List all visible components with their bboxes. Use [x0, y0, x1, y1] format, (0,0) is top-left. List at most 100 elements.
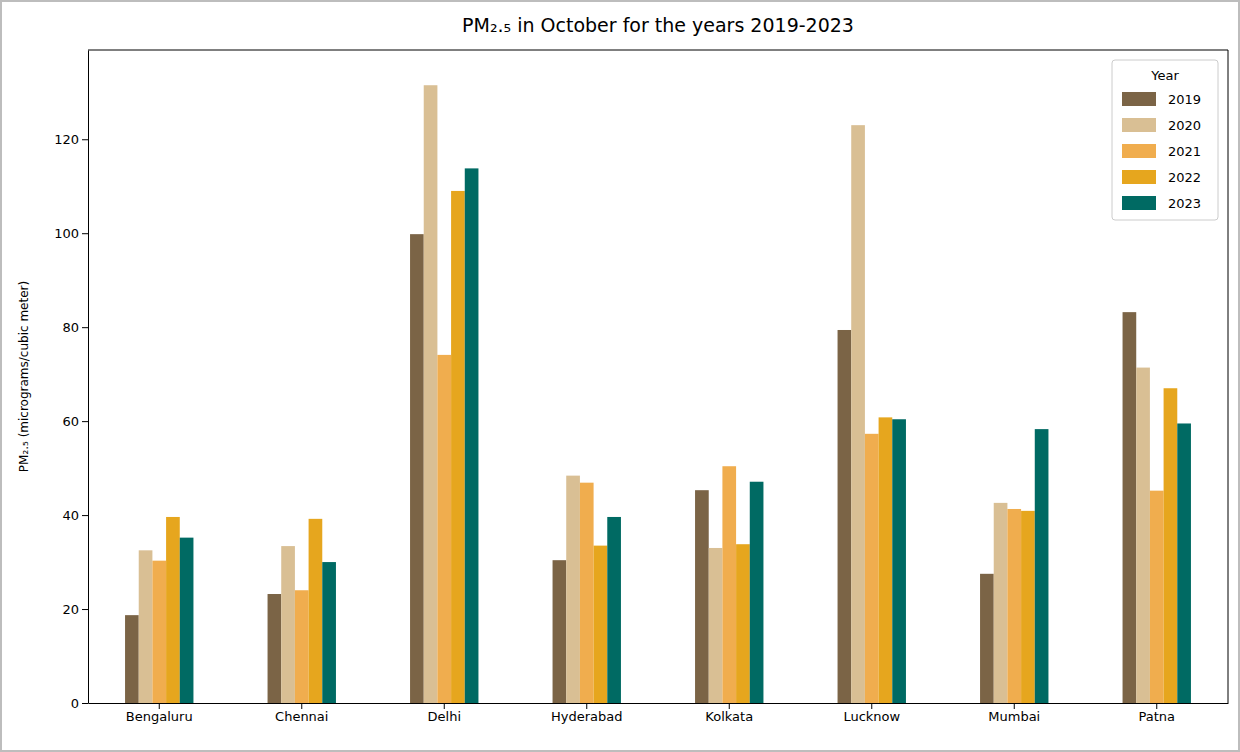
- bar: [695, 490, 709, 703]
- x-tick-label: Chennai: [275, 709, 328, 724]
- bar: [180, 538, 194, 703]
- bar: [594, 546, 608, 703]
- bar: [322, 562, 336, 703]
- x-tick: Lucknow: [843, 703, 900, 724]
- x-tick-mark: [1014, 703, 1015, 709]
- bar: [152, 561, 166, 703]
- y-tick-label: 0: [71, 696, 79, 711]
- y-tick: 80: [62, 320, 88, 335]
- bar: [580, 483, 594, 703]
- y-tick-mark: [82, 609, 88, 610]
- x-tick: Hyderabad: [551, 703, 623, 724]
- bar: [566, 476, 580, 703]
- bar: [166, 517, 180, 703]
- bar: [1021, 511, 1035, 703]
- x-tick-mark: [301, 703, 302, 709]
- y-tick: 60: [62, 414, 88, 429]
- bar: [709, 548, 723, 703]
- legend-label: 2019: [1168, 92, 1201, 107]
- bar: [1136, 368, 1150, 703]
- x-tick: Chennai: [275, 703, 328, 724]
- legend-swatch: [1122, 170, 1156, 184]
- y-tick-label: 20: [62, 602, 79, 617]
- y-tick-mark: [82, 515, 88, 516]
- bar: [851, 125, 865, 703]
- y-tick: 100: [54, 226, 88, 241]
- y-axis-line: [88, 51, 89, 704]
- y-tick-label: 80: [62, 320, 79, 335]
- legend-label: 2023: [1168, 196, 1201, 211]
- bar: [281, 546, 295, 703]
- x-tick-label: Kolkata: [705, 709, 753, 724]
- x-tick-label: Bengaluru: [126, 709, 193, 724]
- x-tick-mark: [444, 703, 445, 709]
- bar: [865, 434, 879, 703]
- bar: [838, 330, 852, 703]
- y-tick-label: 60: [62, 414, 79, 429]
- bar: [722, 466, 736, 703]
- bar: [451, 191, 465, 703]
- right-spine: [1228, 50, 1229, 703]
- bar: [1007, 509, 1021, 703]
- y-tick-mark: [82, 139, 88, 140]
- x-tick-label: Lucknow: [843, 709, 900, 724]
- bar: [424, 85, 438, 703]
- bar: [1177, 423, 1191, 703]
- y-tick-label: 120: [54, 132, 79, 147]
- x-tick: Mumbai: [988, 703, 1040, 724]
- legend-label: 2022: [1168, 170, 1201, 185]
- y-tick: 120: [54, 132, 88, 147]
- bars: [125, 85, 1191, 703]
- bar: [553, 560, 567, 703]
- y-tick-mark: [82, 703, 88, 704]
- legend-label: 2021: [1168, 144, 1201, 159]
- bar: [410, 234, 424, 703]
- legend: Year20192020202120222023: [1112, 60, 1218, 220]
- bar: [879, 417, 893, 703]
- x-tick-label: Patna: [1138, 709, 1175, 724]
- y-tick-mark: [82, 233, 88, 234]
- x-tick-mark: [871, 703, 872, 709]
- bar: [1150, 491, 1164, 703]
- x-axis: Bengaluru Chennai Delhi Hyderabad Kolkata Luc…: [89, 703, 1229, 724]
- bar: [1035, 429, 1049, 703]
- legend-box: [1112, 60, 1218, 220]
- y-tick-label: 100: [54, 226, 79, 241]
- bar: [607, 517, 621, 703]
- x-tick: Patna: [1138, 703, 1175, 724]
- image-frame: [1, 1, 1239, 751]
- x-axis-line: [89, 703, 1229, 704]
- legend-swatch: [1122, 196, 1156, 210]
- x-tick-label: Delhi: [428, 709, 461, 724]
- y-tick-mark: [82, 421, 88, 422]
- chart: 0 20 40 60 80 100 120 Bengaluru Chennai Delhi Hyde…: [0, 0, 1240, 752]
- x-tick: Delhi: [428, 703, 461, 724]
- bar: [1123, 312, 1137, 703]
- legend-title: Year: [1150, 68, 1179, 83]
- plot: 0 20 40 60 80 100 120 Bengaluru Chennai Delhi Hyde…: [54, 50, 1228, 724]
- x-tick-mark: [586, 703, 587, 709]
- bar: [139, 550, 153, 703]
- y-label: PM₂.₅ (micrograms/cubic meter): [17, 281, 31, 472]
- x-tick-mark: [159, 703, 160, 709]
- title: PM₂.₅ in October for the years 2019-2023: [462, 14, 854, 36]
- bar: [980, 574, 994, 703]
- bar: [994, 503, 1008, 703]
- bar: [309, 519, 323, 703]
- legend-swatch: [1122, 144, 1156, 158]
- top-spine: [88, 50, 1228, 51]
- bar: [892, 419, 906, 703]
- bar: [736, 544, 750, 703]
- x-tick-label: Hyderabad: [551, 709, 623, 724]
- bar: [268, 594, 282, 703]
- bar: [295, 590, 309, 703]
- y-tick: 40: [62, 508, 88, 523]
- x-tick-mark: [1156, 703, 1157, 709]
- bar: [437, 355, 451, 703]
- bar: [1164, 388, 1178, 703]
- bar: [750, 482, 764, 703]
- y-tick: 20: [62, 602, 88, 617]
- y-axis: 0 20 40 60 80 100 120: [54, 51, 88, 711]
- y-tick-mark: [82, 327, 88, 328]
- legend-swatch: [1122, 92, 1156, 106]
